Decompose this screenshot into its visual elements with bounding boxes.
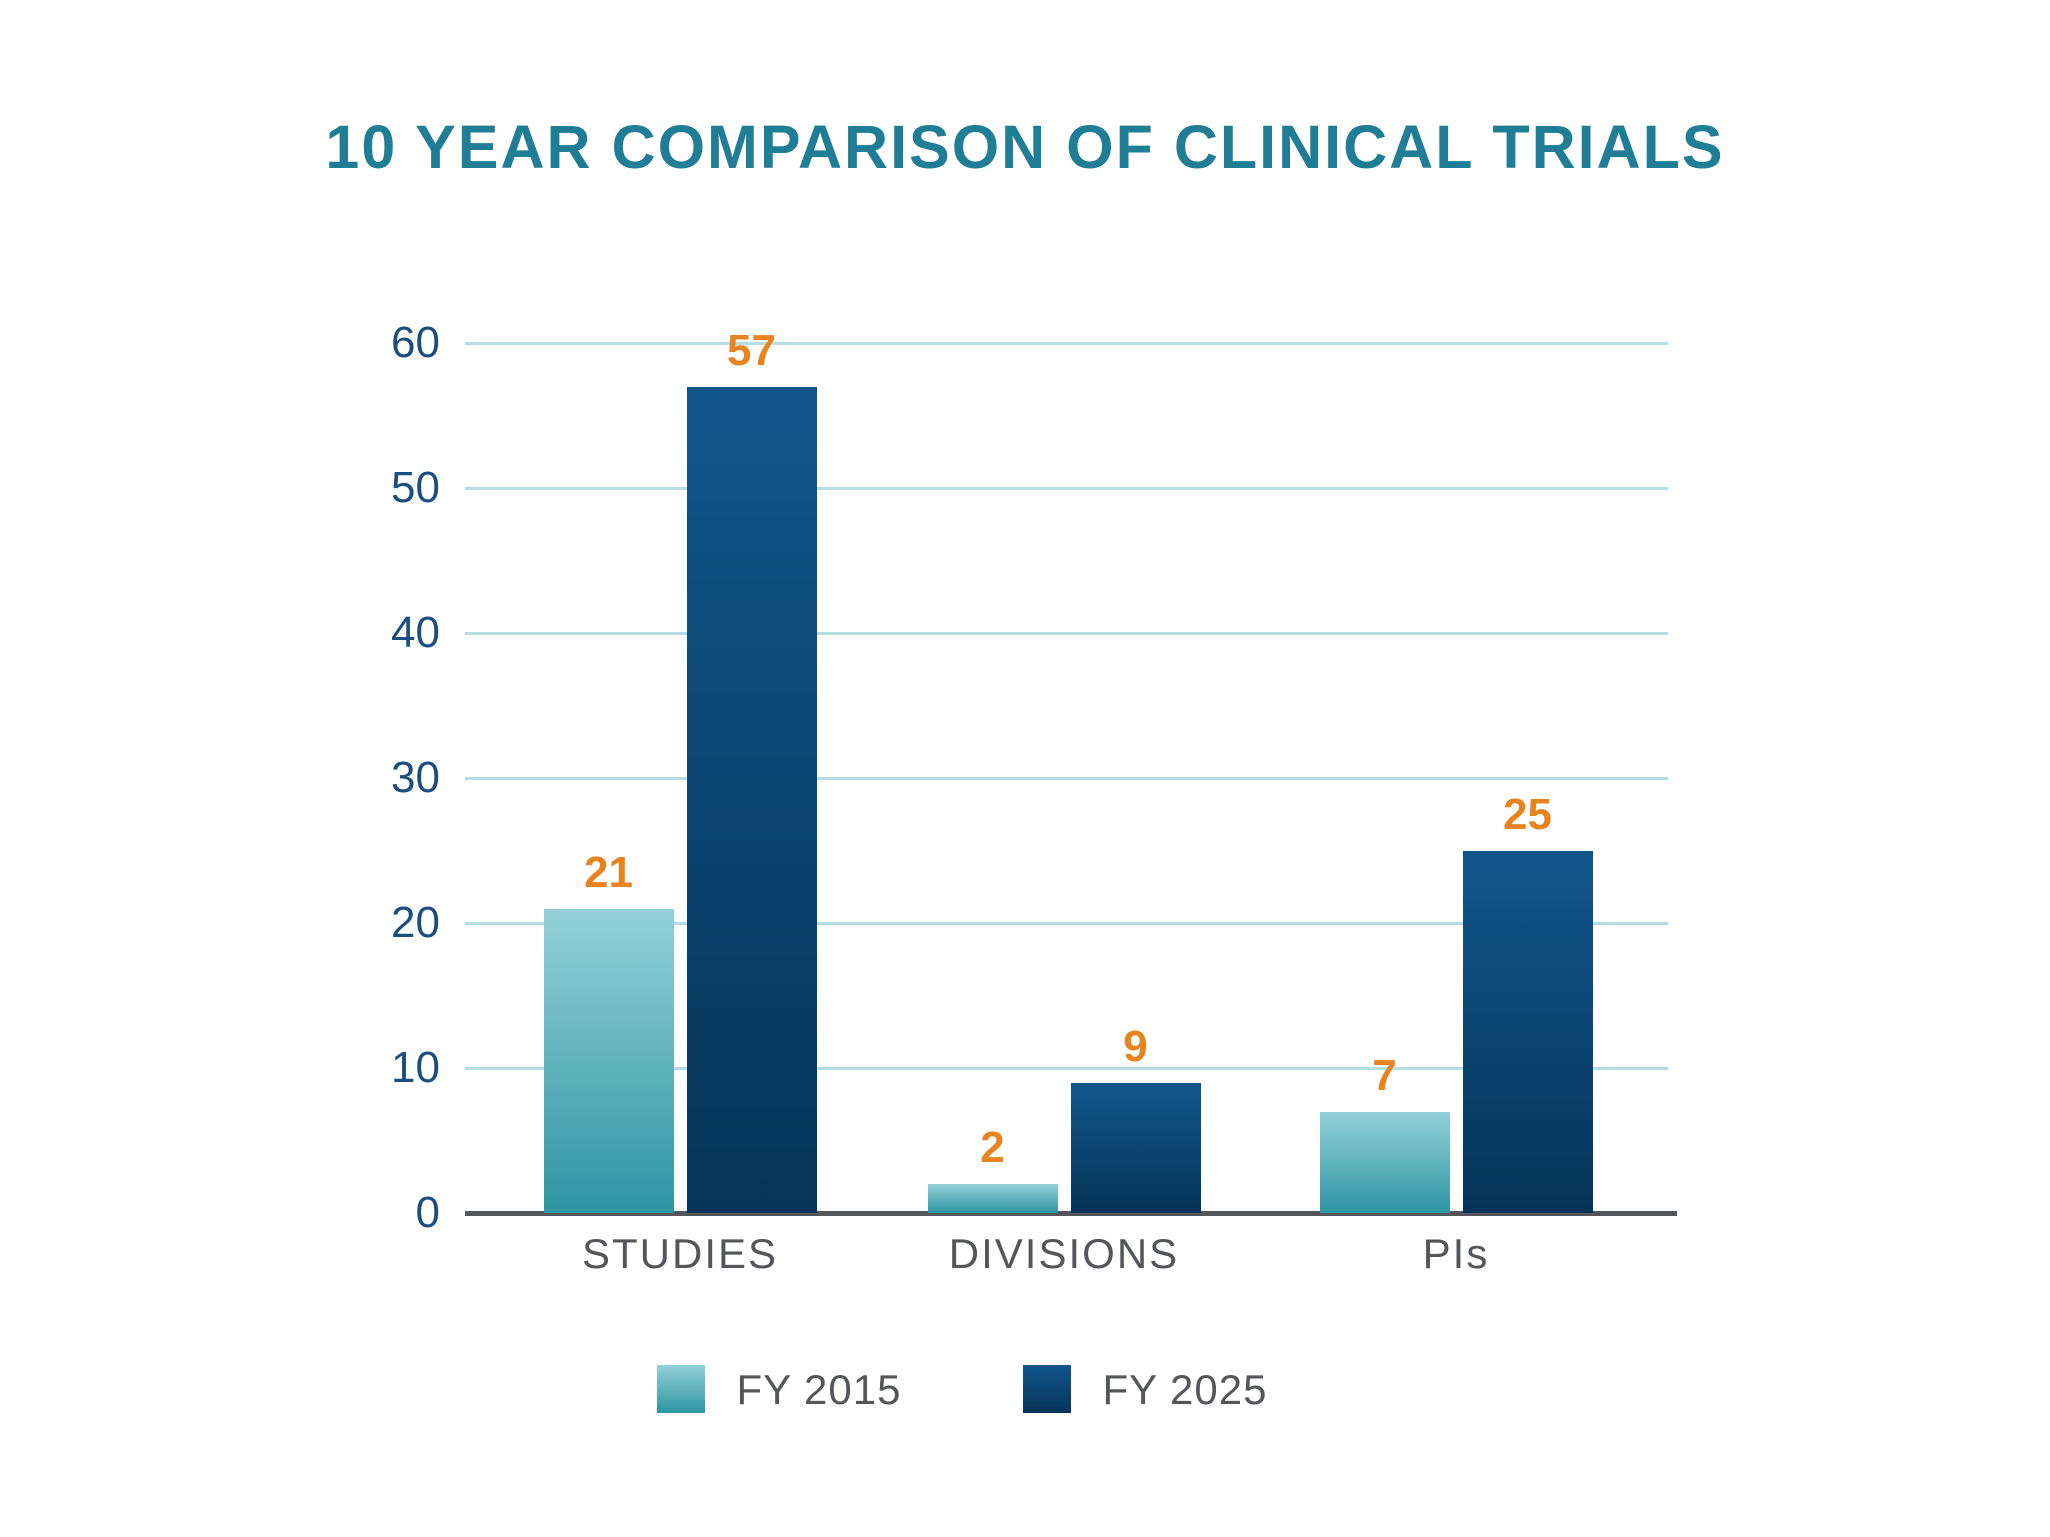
value-label-studies-fy2025: 57	[727, 325, 776, 375]
chart-title: 10 YEAR COMPARISON OF CLINICAL TRIALS	[325, 113, 1725, 181]
bar-divisions-fy2015	[927, 1184, 1058, 1213]
gridline-30	[465, 776, 1668, 780]
y-axis-tick-50: 50	[391, 463, 440, 512]
x-axis-line	[465, 1210, 1677, 1216]
bar-divisions-fy2025	[1070, 1082, 1201, 1213]
legend-swatch-fy2025-icon	[1023, 1365, 1071, 1413]
gridline-60	[465, 341, 1668, 345]
bar-studies-fy2015	[543, 908, 674, 1213]
bar-pis-fy2015	[1319, 1111, 1450, 1213]
category-label-divisions: DIVISIONS	[948, 1230, 1180, 1277]
legend-swatch-fy2015-icon	[657, 1365, 705, 1413]
y-axis-tick-10: 10	[391, 1043, 440, 1092]
y-axis-tick-60: 60	[391, 318, 440, 367]
y-axis-tick-0: 0	[415, 1188, 440, 1237]
gridline-50	[465, 486, 1668, 490]
legend-item-fy2015: FY 2015	[657, 1365, 901, 1413]
legend-label-fy2025: FY 2025	[1102, 1366, 1268, 1413]
y-axis-tick-40: 40	[391, 608, 440, 657]
value-label-pis-fy2015: 7	[1372, 1050, 1397, 1100]
value-label-studies-fy2015: 21	[584, 847, 633, 897]
value-label-divisions-fy2025: 9	[1123, 1021, 1148, 1071]
value-label-divisions-fy2015: 2	[980, 1123, 1005, 1172]
gridline-10	[465, 1066, 1668, 1070]
bar-studies-fy2025	[686, 386, 817, 1213]
category-label-studies: STUDIES	[581, 1230, 779, 1277]
bar-pis-fy2025	[1462, 850, 1593, 1213]
value-label-pis-fy2025: 25	[1503, 789, 1552, 839]
y-axis-tick-30: 30	[391, 753, 440, 802]
y-axis-tick-20: 20	[391, 898, 440, 947]
gridline-40	[465, 631, 1668, 635]
category-label-pis: PIs	[1422, 1230, 1490, 1277]
gridline-20	[465, 921, 1668, 925]
legend-item-fy2025: FY 2025	[1023, 1365, 1267, 1413]
legend-label-fy2015: FY 2015	[736, 1366, 902, 1413]
